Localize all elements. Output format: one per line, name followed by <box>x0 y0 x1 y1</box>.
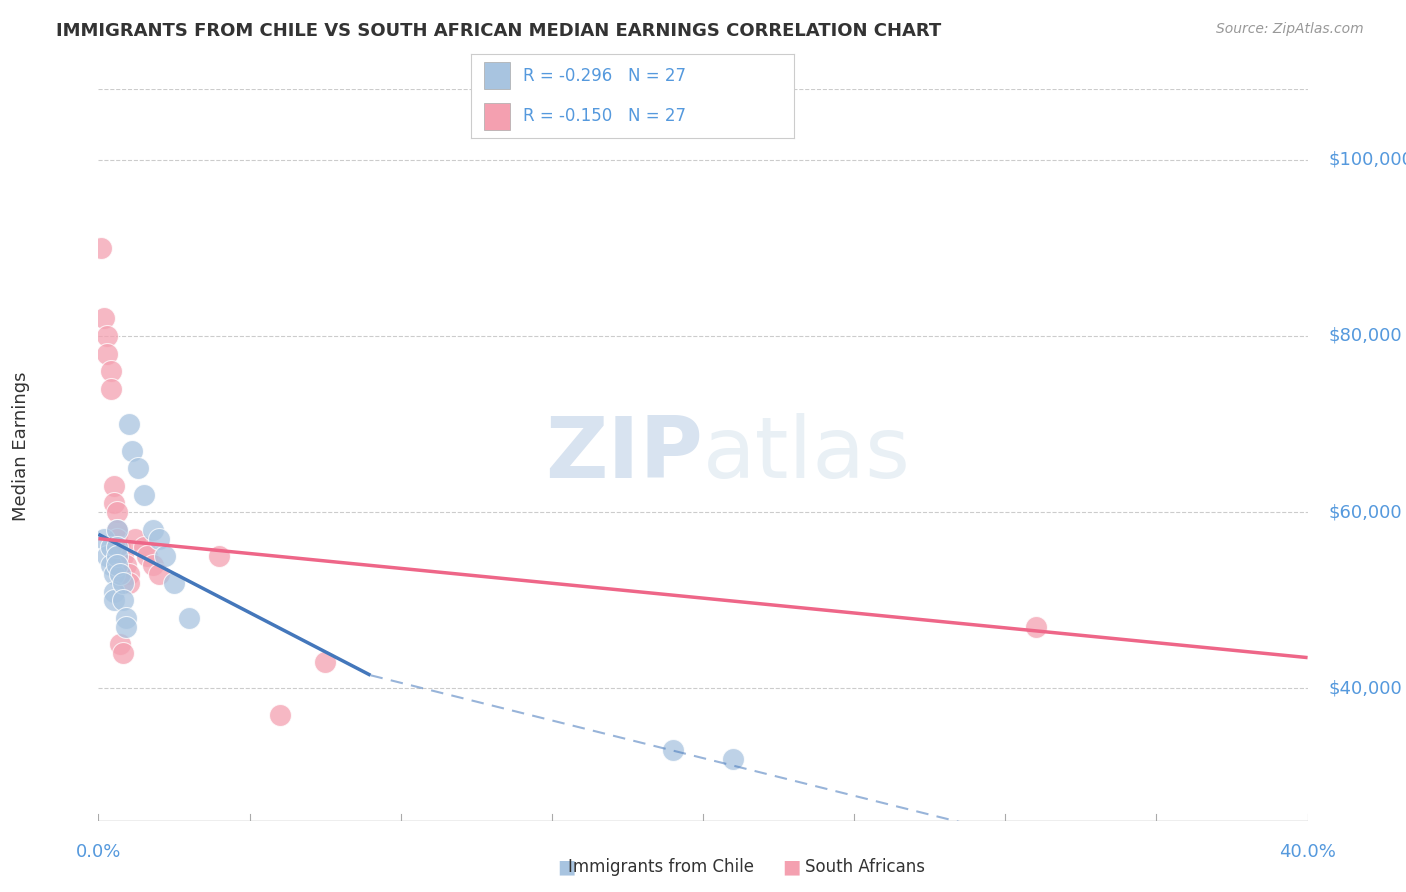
Point <box>111 646 134 660</box>
Point <box>105 549 128 564</box>
Point <box>118 417 141 431</box>
Point <box>153 549 176 564</box>
Point <box>103 496 125 510</box>
Text: $80,000: $80,000 <box>1329 327 1402 345</box>
Text: Median Earnings: Median Earnings <box>13 371 30 521</box>
Point <box>105 532 128 546</box>
Point <box>108 566 131 581</box>
Point <box>103 479 125 493</box>
Point <box>1024 620 1046 634</box>
Point <box>121 443 143 458</box>
Point <box>148 566 170 581</box>
Point <box>105 523 128 537</box>
Point <box>96 549 118 564</box>
Point <box>118 575 141 590</box>
Point <box>96 346 118 360</box>
Text: $40,000: $40,000 <box>1329 680 1402 698</box>
Point <box>163 575 186 590</box>
Text: 40.0%: 40.0% <box>1279 843 1336 861</box>
Text: IMMIGRANTS FROM CHILE VS SOUTH AFRICAN MEDIAN EARNINGS CORRELATION CHART: IMMIGRANTS FROM CHILE VS SOUTH AFRICAN M… <box>56 22 942 40</box>
Text: Source: ZipAtlas.com: Source: ZipAtlas.com <box>1216 22 1364 37</box>
Point <box>118 566 141 581</box>
Text: Immigrants from Chile: Immigrants from Chile <box>568 858 754 876</box>
Point <box>142 523 165 537</box>
Point <box>105 505 128 519</box>
Point <box>135 549 157 564</box>
Point <box>105 541 128 555</box>
Text: ZIP: ZIP <box>546 413 703 497</box>
Point <box>114 620 136 634</box>
Point <box>269 707 291 722</box>
Point <box>111 593 134 607</box>
Text: $100,000: $100,000 <box>1329 151 1406 169</box>
FancyBboxPatch shape <box>484 62 510 89</box>
Point <box>100 364 122 378</box>
Text: atlas: atlas <box>703 413 911 497</box>
Text: $60,000: $60,000 <box>1329 503 1402 521</box>
Point <box>114 558 136 572</box>
Point <box>103 593 125 607</box>
Text: South Africans: South Africans <box>804 858 925 876</box>
Point <box>100 382 122 396</box>
Point <box>111 575 134 590</box>
Point <box>208 549 231 564</box>
Point <box>100 541 122 555</box>
Point <box>103 566 125 581</box>
Point <box>314 655 336 669</box>
Point <box>93 311 115 326</box>
Point <box>103 584 125 599</box>
Point <box>108 541 131 555</box>
Text: R = -0.296   N = 27: R = -0.296 N = 27 <box>523 67 686 85</box>
Point <box>90 241 112 255</box>
Point <box>721 752 744 766</box>
Point <box>100 558 122 572</box>
Text: ■: ■ <box>782 857 801 877</box>
Point <box>96 329 118 343</box>
Point <box>93 532 115 546</box>
Point <box>105 523 128 537</box>
Point <box>114 611 136 625</box>
Point <box>127 461 149 475</box>
Point <box>124 532 146 546</box>
Point <box>142 558 165 572</box>
Point <box>177 611 201 625</box>
Point <box>132 541 155 555</box>
FancyBboxPatch shape <box>484 103 510 130</box>
Point <box>105 558 128 572</box>
Text: R = -0.150   N = 27: R = -0.150 N = 27 <box>523 107 686 125</box>
Text: 0.0%: 0.0% <box>76 843 121 861</box>
Point <box>132 487 155 501</box>
Point <box>111 549 134 564</box>
Text: ■: ■ <box>557 857 576 877</box>
Point <box>108 637 131 651</box>
Point <box>148 532 170 546</box>
Point <box>661 743 683 757</box>
